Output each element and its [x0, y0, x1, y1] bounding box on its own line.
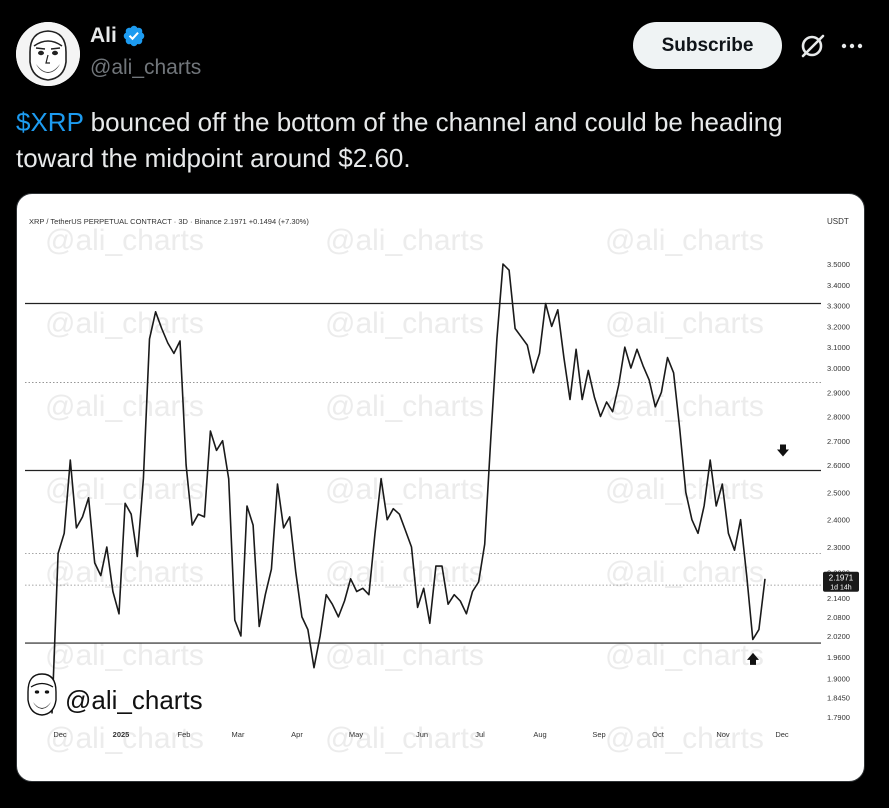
background-watermark: @ali_charts — [605, 307, 764, 340]
y-tick-label: 3.0000 — [827, 364, 850, 373]
watermark-text: @ali_charts — [65, 685, 203, 715]
y-tick-label: 2.6000 — [827, 461, 850, 470]
cashtag-link[interactable]: $XRP — [16, 107, 84, 137]
background-watermark: @ali_charts — [45, 722, 204, 755]
background-watermark: @ali_charts — [605, 224, 764, 257]
more-icon[interactable] — [838, 33, 866, 59]
y-tick-label: 2.3000 — [827, 543, 850, 552]
x-tick-label: Aug — [533, 730, 546, 739]
y-tick-label: 2.4000 — [827, 516, 850, 525]
y-tick-label: 1.9600 — [827, 653, 850, 662]
y-tick-label: 2.0800 — [827, 613, 850, 622]
x-tick-label: Mar — [232, 730, 245, 739]
background-watermark: @ali_charts — [45, 390, 204, 423]
background-watermark: @ali_charts — [605, 390, 764, 423]
x-tick-label: 2025 — [113, 730, 130, 739]
y-tick-label: 2.9000 — [827, 388, 850, 397]
countdown-label: 1d 14h — [830, 585, 852, 592]
subscribe-button[interactable]: Subscribe — [633, 22, 782, 69]
x-tick-label: Dec — [53, 730, 67, 739]
avatar[interactable] — [16, 22, 80, 86]
y-tick-label: 2.7000 — [827, 437, 850, 446]
y-tick-label: 2.0200 — [827, 632, 850, 641]
background-watermark: @ali_charts — [605, 722, 764, 755]
background-watermark: @ali_charts — [325, 556, 484, 589]
y-tick-label: 1.9000 — [827, 674, 850, 683]
background-watermark: @ali_charts — [325, 224, 484, 257]
background-watermark: @ali_charts — [325, 473, 484, 506]
grok-icon[interactable] — [798, 31, 828, 61]
author-handle[interactable]: @ali_charts — [90, 56, 202, 79]
y-tick-label: 3.1000 — [827, 343, 850, 352]
price-chart: @ali_charts @ali_charts @ali_charts @ali_ch… — [25, 217, 859, 755]
x-tick-label: Sep — [592, 730, 605, 739]
background-watermark: @ali_charts — [45, 556, 204, 589]
x-tick-label: Feb — [178, 730, 191, 739]
y-tick-label: 2.8000 — [827, 413, 850, 422]
verified-badge-icon — [123, 25, 145, 47]
last-price-label: 2.1971 — [829, 574, 854, 583]
background-watermark: @ali_charts — [325, 390, 484, 423]
y-tick-label: 3.4000 — [827, 281, 850, 290]
x-tick-label: Nov — [716, 730, 730, 739]
x-tick-label: Apr — [291, 730, 303, 739]
x-tick-label: Jun — [416, 730, 428, 739]
x-tick-label: May — [349, 730, 363, 739]
y-tick-label: 2.5000 — [827, 488, 850, 497]
y-tick-label: 3.2000 — [827, 322, 850, 331]
price-series-line — [51, 263, 766, 714]
x-tick-label: Dec — [775, 730, 789, 739]
arrow-down-icon — [777, 444, 789, 457]
y-axis-unit: USDT — [827, 217, 849, 226]
chart-title: XRP / TetherUS PERPETUAL CONTRACT · 3D ·… — [29, 217, 309, 226]
background-watermark: @ali_charts — [605, 556, 764, 589]
y-tick-label: 2.1400 — [827, 594, 850, 603]
author-name[interactable]: Ali — [90, 24, 117, 47]
chart-image[interactable]: @ali_charts @ali_charts @ali_charts @ali_ch… — [16, 193, 865, 782]
y-tick-label: 1.7900 — [827, 713, 850, 722]
y-tick-label: 3.5000 — [827, 260, 850, 269]
background-watermark: @ali_charts — [45, 307, 204, 340]
background-watermark: @ali_charts — [45, 639, 204, 672]
background-watermark: @ali_charts — [325, 722, 484, 755]
y-tick-label: 3.3000 — [827, 302, 850, 311]
arrow-up-icon — [747, 652, 759, 665]
tweet-text-line2: toward the midpoint around $2.60. — [16, 143, 411, 173]
watermark-logo: @ali_charts — [27, 673, 203, 716]
x-tick-label: Oct — [652, 730, 665, 739]
tweet-text-line1: bounced off the bottom of the channel an… — [83, 107, 783, 137]
background-watermark: @ali_charts — [45, 224, 204, 257]
background-watermark: @ali_charts — [325, 639, 484, 672]
background-watermark: @ali_charts — [605, 639, 764, 672]
x-tick-label: Jul — [475, 730, 485, 739]
y-tick-label: 1.8450 — [827, 694, 850, 703]
background-watermark: @ali_charts — [325, 307, 484, 340]
last-price-tag: 2.1971 1d 14h — [823, 571, 859, 592]
tweet-text: $XRP bounced off the bottom of the chann… — [16, 104, 866, 176]
